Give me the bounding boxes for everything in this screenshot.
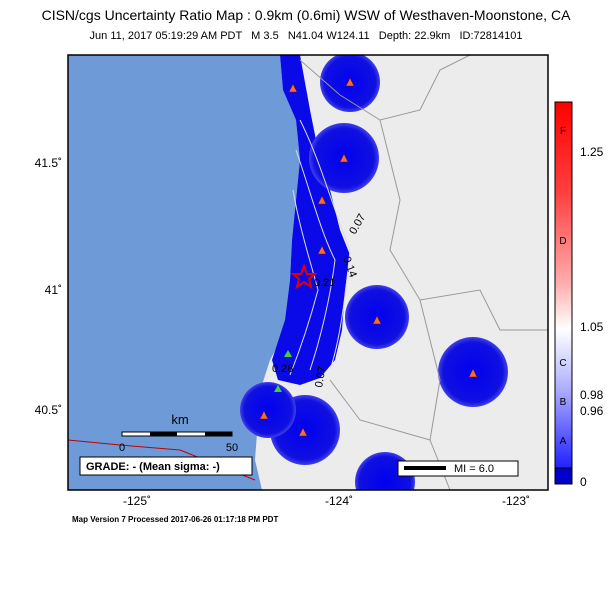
colorbar-gradient [554, 101, 573, 469]
scale-start: 0 [119, 442, 125, 454]
stations-green [274, 350, 292, 392]
subtitle: Jun 11, 2017 05:19:29 AM PDT M 3.5 N41.0… [90, 30, 523, 42]
colorbar: 1.25 1.05 0.98 0.96 0 F D C B A [554, 101, 604, 489]
contour-label: 0.21 [314, 277, 335, 289]
grade-letter: B [560, 397, 567, 408]
title: CISN/cgs Uncertainty Ratio Map : 0.9km (… [42, 7, 571, 23]
lon-label: -125˚ [123, 494, 151, 508]
colorbar-values: 1.25 1.05 0.98 0.96 0 [580, 145, 604, 489]
lon-label: -123˚ [502, 494, 530, 508]
colorbar-zero [554, 467, 573, 485]
lat-label: 40.5˚ [35, 403, 62, 417]
lat-label: 41.5˚ [35, 156, 62, 170]
grade-letter: D [559, 236, 566, 247]
contours [289, 119, 351, 376]
scale-end: 50 [226, 442, 238, 454]
uncertainty-band [272, 55, 350, 385]
lat-label: 41˚ [45, 283, 62, 297]
colorbar-value: 0.96 [580, 404, 604, 418]
grade-box [79, 456, 253, 476]
colorbar-grades: F D C B A [559, 126, 566, 447]
contour-label: 0.07 [313, 365, 329, 388]
contour-label: 0.28 [272, 363, 293, 375]
mi-label: MI = 6.0 [454, 463, 494, 475]
grade-letter: A [560, 436, 567, 447]
grade-letter: C [559, 358, 566, 369]
colorbar-value: 0.98 [580, 388, 604, 402]
colorbar-value: 0 [580, 475, 587, 489]
map: 0.07 0.14 0.21 0.28 0.07 km 0 50 GRADE: … [68, 55, 548, 490]
scale-unit: km [171, 412, 188, 427]
lon-label: -124˚ [325, 494, 353, 508]
uncertainty-circles [240, 55, 508, 490]
mi-box [397, 460, 519, 477]
colorbar-value: 1.05 [580, 320, 604, 334]
colorbar-value: 1.25 [580, 145, 604, 159]
grade: GRADE: - (Mean sigma: -) [86, 461, 220, 473]
lon-labels: -125˚ -124˚ -123˚ [123, 494, 530, 508]
ocean [68, 55, 300, 490]
scale-bar: km 0 50 [119, 412, 238, 454]
lat-labels: 41.5˚ 41˚ 40.5˚ [35, 156, 62, 417]
map-frame [67, 54, 549, 491]
footer: Map Version 7 Processed 2017-06-26 01:17… [72, 515, 278, 524]
epicenter [290, 263, 318, 290]
grade-letter: F [560, 126, 566, 137]
stations [259, 77, 478, 437]
